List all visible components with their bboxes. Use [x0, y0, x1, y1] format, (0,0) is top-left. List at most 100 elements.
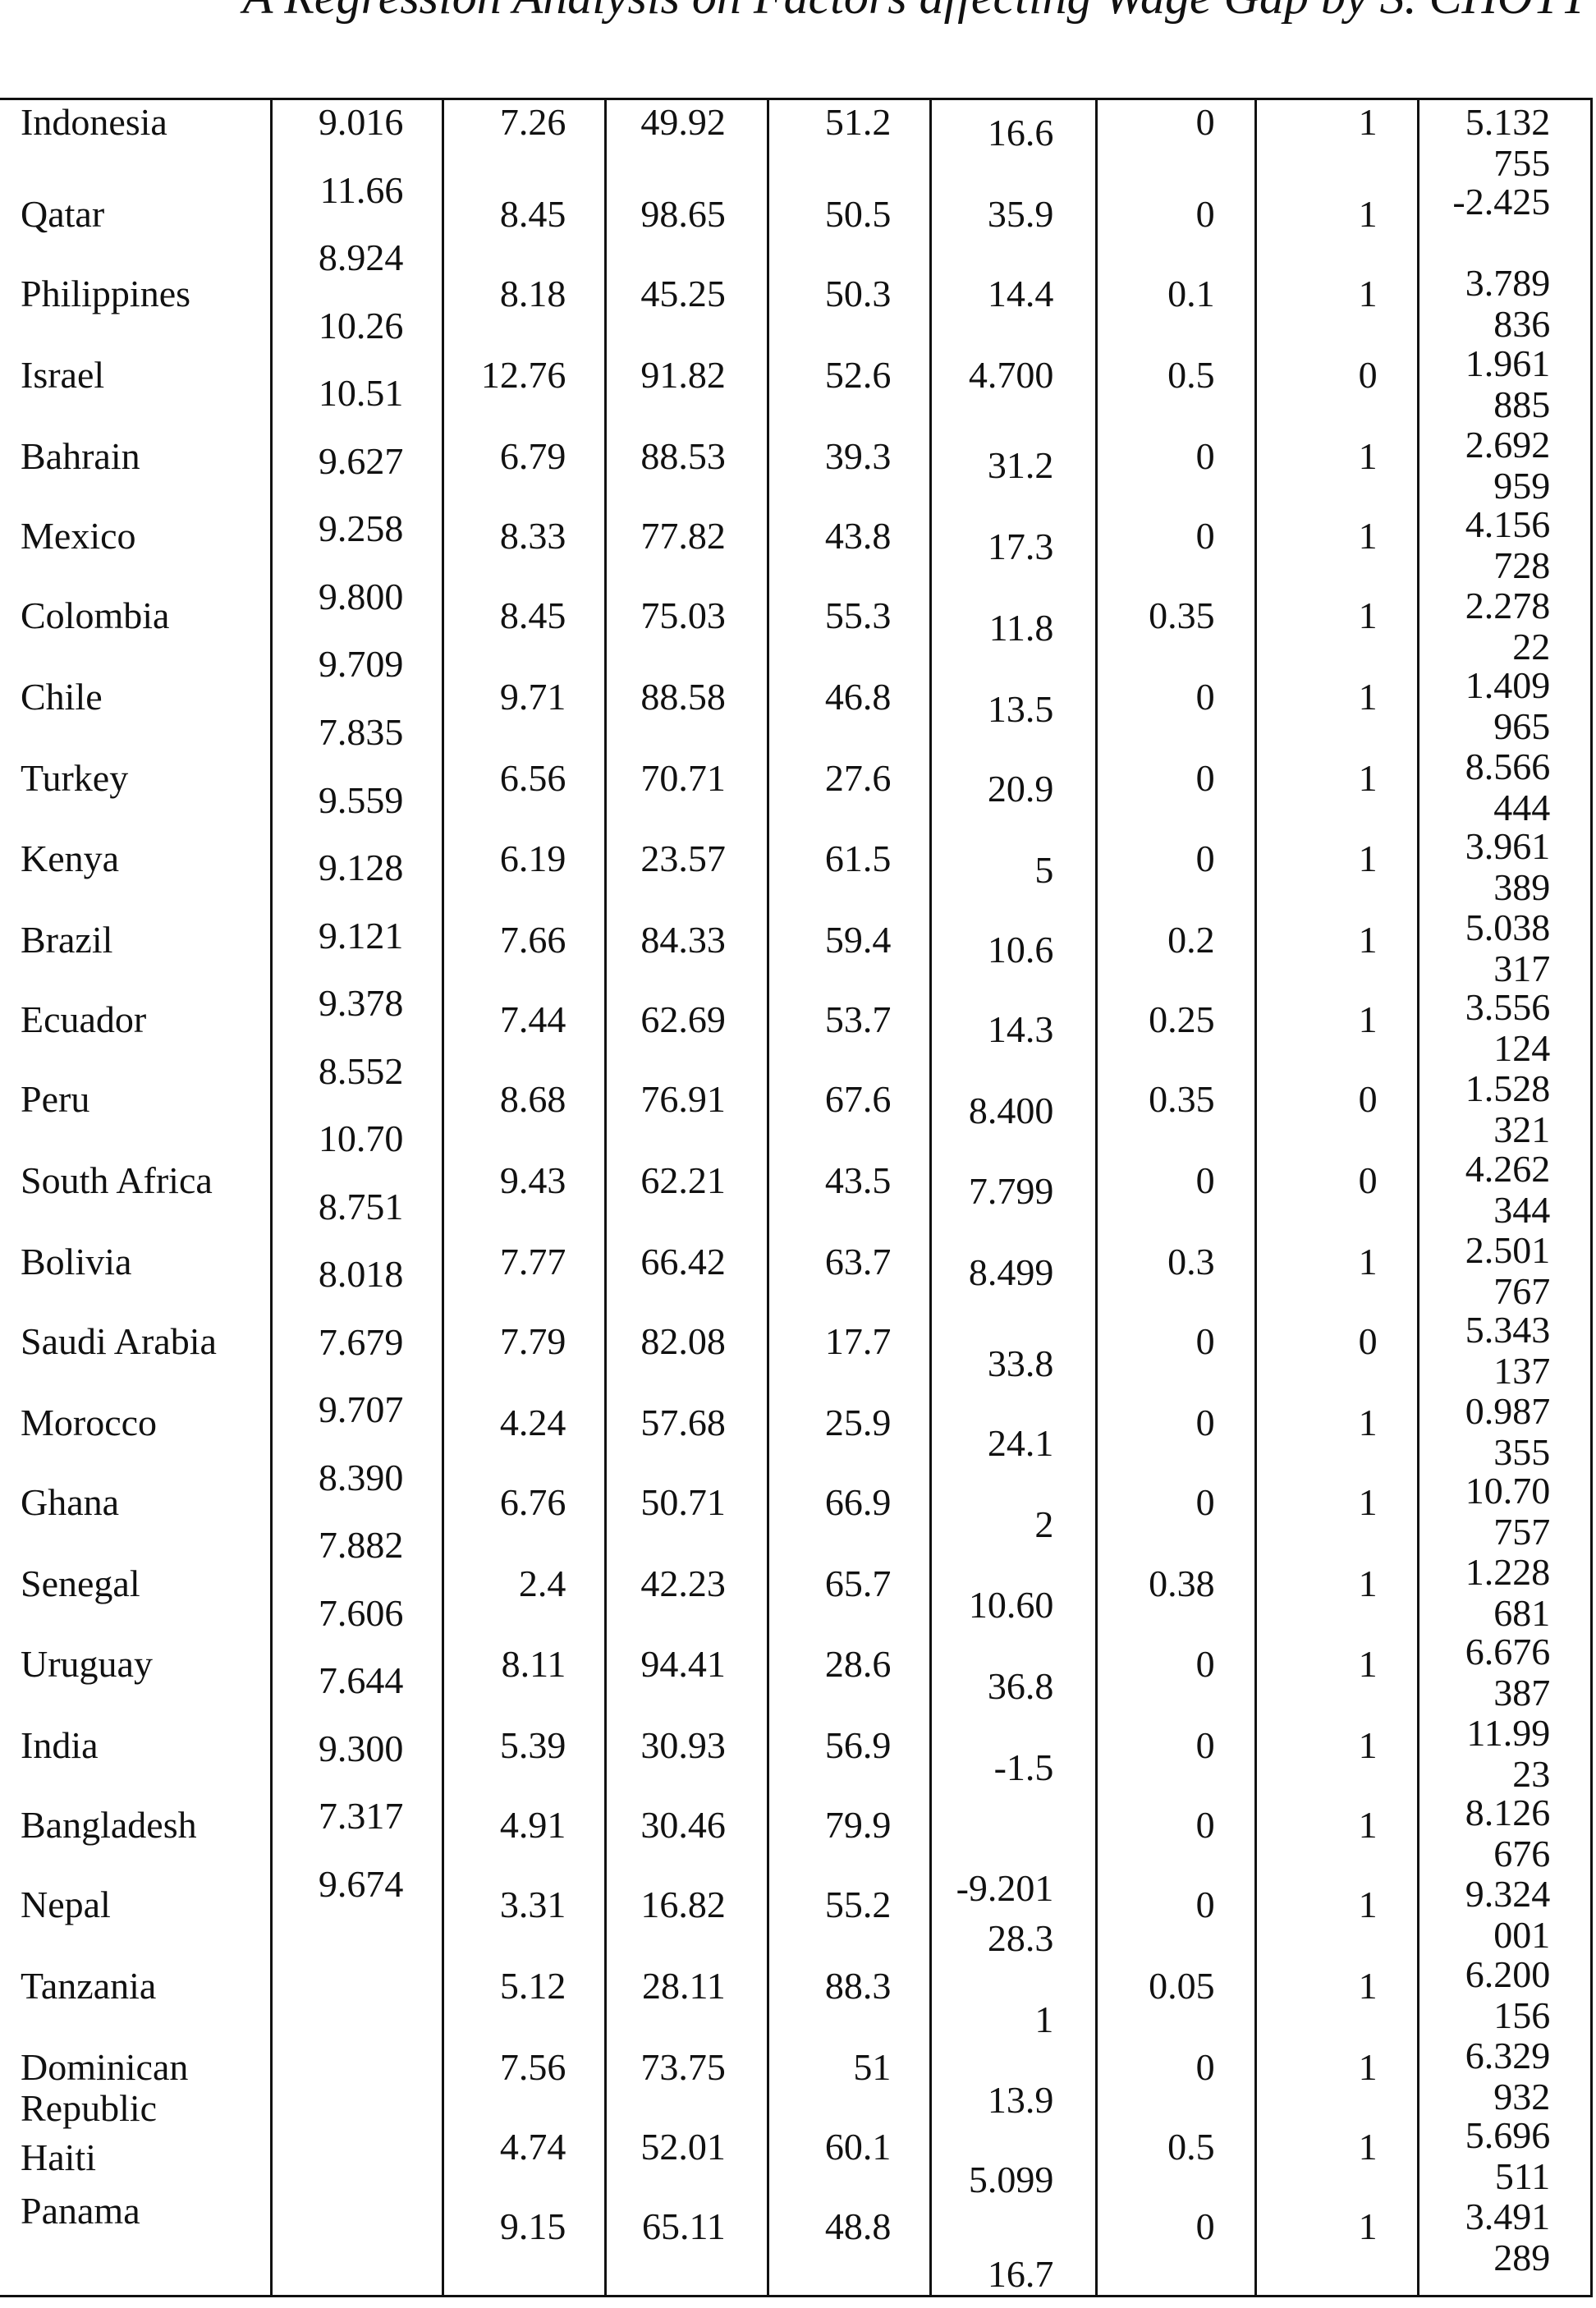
- col-5-cell: 8.499: [968, 1250, 1054, 1293]
- col-7-cell: 1: [1358, 1965, 1378, 2007]
- col-1-cell: 9.559: [318, 778, 404, 821]
- col-1-cell: 8.751: [318, 1185, 404, 1227]
- col-3-cell: 42.23: [640, 1562, 726, 1605]
- column-divider: [1254, 99, 1257, 2297]
- col-7-cell: 1: [1358, 837, 1378, 879]
- col-7-cell: 1: [1358, 1481, 1378, 1524]
- country-cell: Uruguay: [21, 1642, 153, 1685]
- col-6-cell: 0: [1195, 515, 1215, 557]
- table-top-border: [0, 98, 1593, 100]
- country-cell: Saudi Arabia: [21, 1320, 217, 1363]
- col-5-cell: 2: [1034, 1503, 1054, 1546]
- col-4-cell: 27.6: [824, 757, 892, 800]
- col-4-cell: 55.2: [824, 1884, 892, 1925]
- col-5-cell: 14.4: [987, 273, 1054, 314]
- col-7-cell: 1: [1358, 435, 1378, 477]
- col-6-cell: 0: [1195, 2205, 1215, 2248]
- col-2-cell: 6.76: [499, 1481, 566, 1524]
- col-6-cell: 0.5: [1167, 354, 1215, 396]
- col-6-cell: 0: [1195, 1803, 1215, 1846]
- col-7-cell: 1: [1358, 1723, 1378, 1766]
- col-2-cell: 2.4: [518, 1562, 566, 1605]
- col-4-cell: 79.9: [824, 1803, 892, 1846]
- col-4-cell: 53.7: [824, 998, 892, 1040]
- col-3-cell: 65.11: [642, 2205, 726, 2248]
- col-6-cell: 0.2: [1167, 918, 1215, 961]
- col-1-cell: 7.644: [318, 1659, 404, 1702]
- col-2-cell: 9.43: [499, 1159, 566, 1201]
- col-8-cell: 5.038317: [1465, 906, 1551, 990]
- col-2-cell: 5.39: [499, 1723, 566, 1766]
- col-8-cell: 3.556124: [1465, 986, 1551, 1070]
- col-1-cell: 9.674: [318, 1862, 404, 1905]
- column-divider: [767, 99, 769, 2297]
- col-8-cell: 10.70757: [1465, 1470, 1551, 1553]
- col-2-cell: 4.24: [499, 1402, 566, 1444]
- country-cell: India: [21, 1723, 99, 1766]
- col-6-cell: 0: [1195, 435, 1215, 477]
- col-6-cell: 0.1: [1167, 273, 1215, 314]
- column-divider: [1590, 99, 1593, 2297]
- col-1-cell: 7.606: [318, 1591, 404, 1634]
- col-8-cell: 0.987355: [1465, 1389, 1551, 1473]
- col-4-cell: 60.1: [824, 2126, 892, 2168]
- col-7-cell: 1: [1358, 2046, 1378, 2088]
- col-8-cell: 2.27822: [1465, 584, 1551, 668]
- col-6-cell: 0.25: [1149, 998, 1215, 1040]
- col-3-cell: 23.57: [640, 837, 726, 879]
- col-5-cell: -1.5: [993, 1746, 1054, 1788]
- col-1-cell: 9.800: [318, 575, 404, 617]
- col-1-cell: 9.016: [318, 101, 404, 144]
- col-1-cell: 7.882: [318, 1524, 404, 1567]
- col-4-cell: 56.9: [824, 1723, 892, 1766]
- column-divider: [604, 99, 607, 2297]
- col-4-cell: 55.3: [824, 594, 892, 637]
- country-cell: Indonesia: [21, 101, 167, 144]
- col-7-cell: 1: [1358, 1562, 1378, 1605]
- col-4-cell: 46.8: [824, 676, 892, 718]
- col-8-cell: -2.425: [1452, 181, 1551, 223]
- col-7-cell: 1: [1358, 192, 1378, 235]
- col-7-cell: 1: [1358, 2205, 1378, 2248]
- col-3-cell: 75.03: [640, 594, 726, 637]
- col-2-cell: 6.79: [499, 435, 566, 477]
- col-3-cell: 62.69: [640, 998, 726, 1040]
- col-8-cell: 9.324001: [1465, 1873, 1551, 1957]
- col-4-cell: 66.9: [824, 1481, 892, 1524]
- col-6-cell: 0.38: [1149, 1562, 1215, 1605]
- col-2-cell: 9.15: [499, 2205, 566, 2248]
- col-3-cell: 77.82: [640, 515, 726, 557]
- col-8-cell: 3.491289: [1465, 2195, 1551, 2278]
- col-6-cell: 0.3: [1167, 1241, 1215, 1282]
- col-2-cell: 9.71: [499, 676, 566, 718]
- column-divider: [270, 99, 273, 2297]
- col-8-cell: 2.501767: [1465, 1228, 1551, 1312]
- country-cell: Haiti: [21, 2136, 96, 2178]
- col-7-cell: 0: [1358, 1078, 1378, 1120]
- col-7-cell: 1: [1358, 273, 1378, 314]
- col-1-cell: 7.835: [318, 710, 404, 753]
- col-8-cell: 6.676387: [1465, 1631, 1551, 1714]
- col-8-cell: 1.409965: [1465, 664, 1551, 747]
- col-3-cell: 73.75: [640, 2046, 726, 2088]
- col-4-cell: 52.6: [824, 354, 892, 396]
- col-3-cell: 52.01: [640, 2126, 726, 2168]
- col-4-cell: 25.9: [824, 1402, 892, 1444]
- country-cell: Philippines: [21, 273, 191, 314]
- col-1-cell: 9.300: [318, 1727, 404, 1769]
- col-1-cell: 9.627: [318, 439, 404, 482]
- country-cell: Bolivia: [21, 1241, 132, 1282]
- col-8-cell: 3.961389: [1465, 825, 1551, 909]
- col-1-cell: 8.018: [318, 1253, 404, 1296]
- country-cell: Bangladesh: [21, 1803, 197, 1846]
- col-6-cell: 0: [1195, 1723, 1215, 1766]
- col-1-cell: 10.51: [318, 372, 404, 415]
- col-7-cell: 1: [1358, 1884, 1378, 1925]
- col-8-cell: 5.696511: [1465, 2113, 1551, 2197]
- col-4-cell: 39.3: [824, 435, 892, 477]
- col-5-cell: 13.9: [987, 2078, 1054, 2121]
- col-5-cell: 31.2: [987, 443, 1054, 486]
- col-2-cell: 7.79: [499, 1320, 566, 1363]
- col-2-cell: 8.45: [499, 594, 566, 637]
- col-7-cell: 1: [1358, 2126, 1378, 2168]
